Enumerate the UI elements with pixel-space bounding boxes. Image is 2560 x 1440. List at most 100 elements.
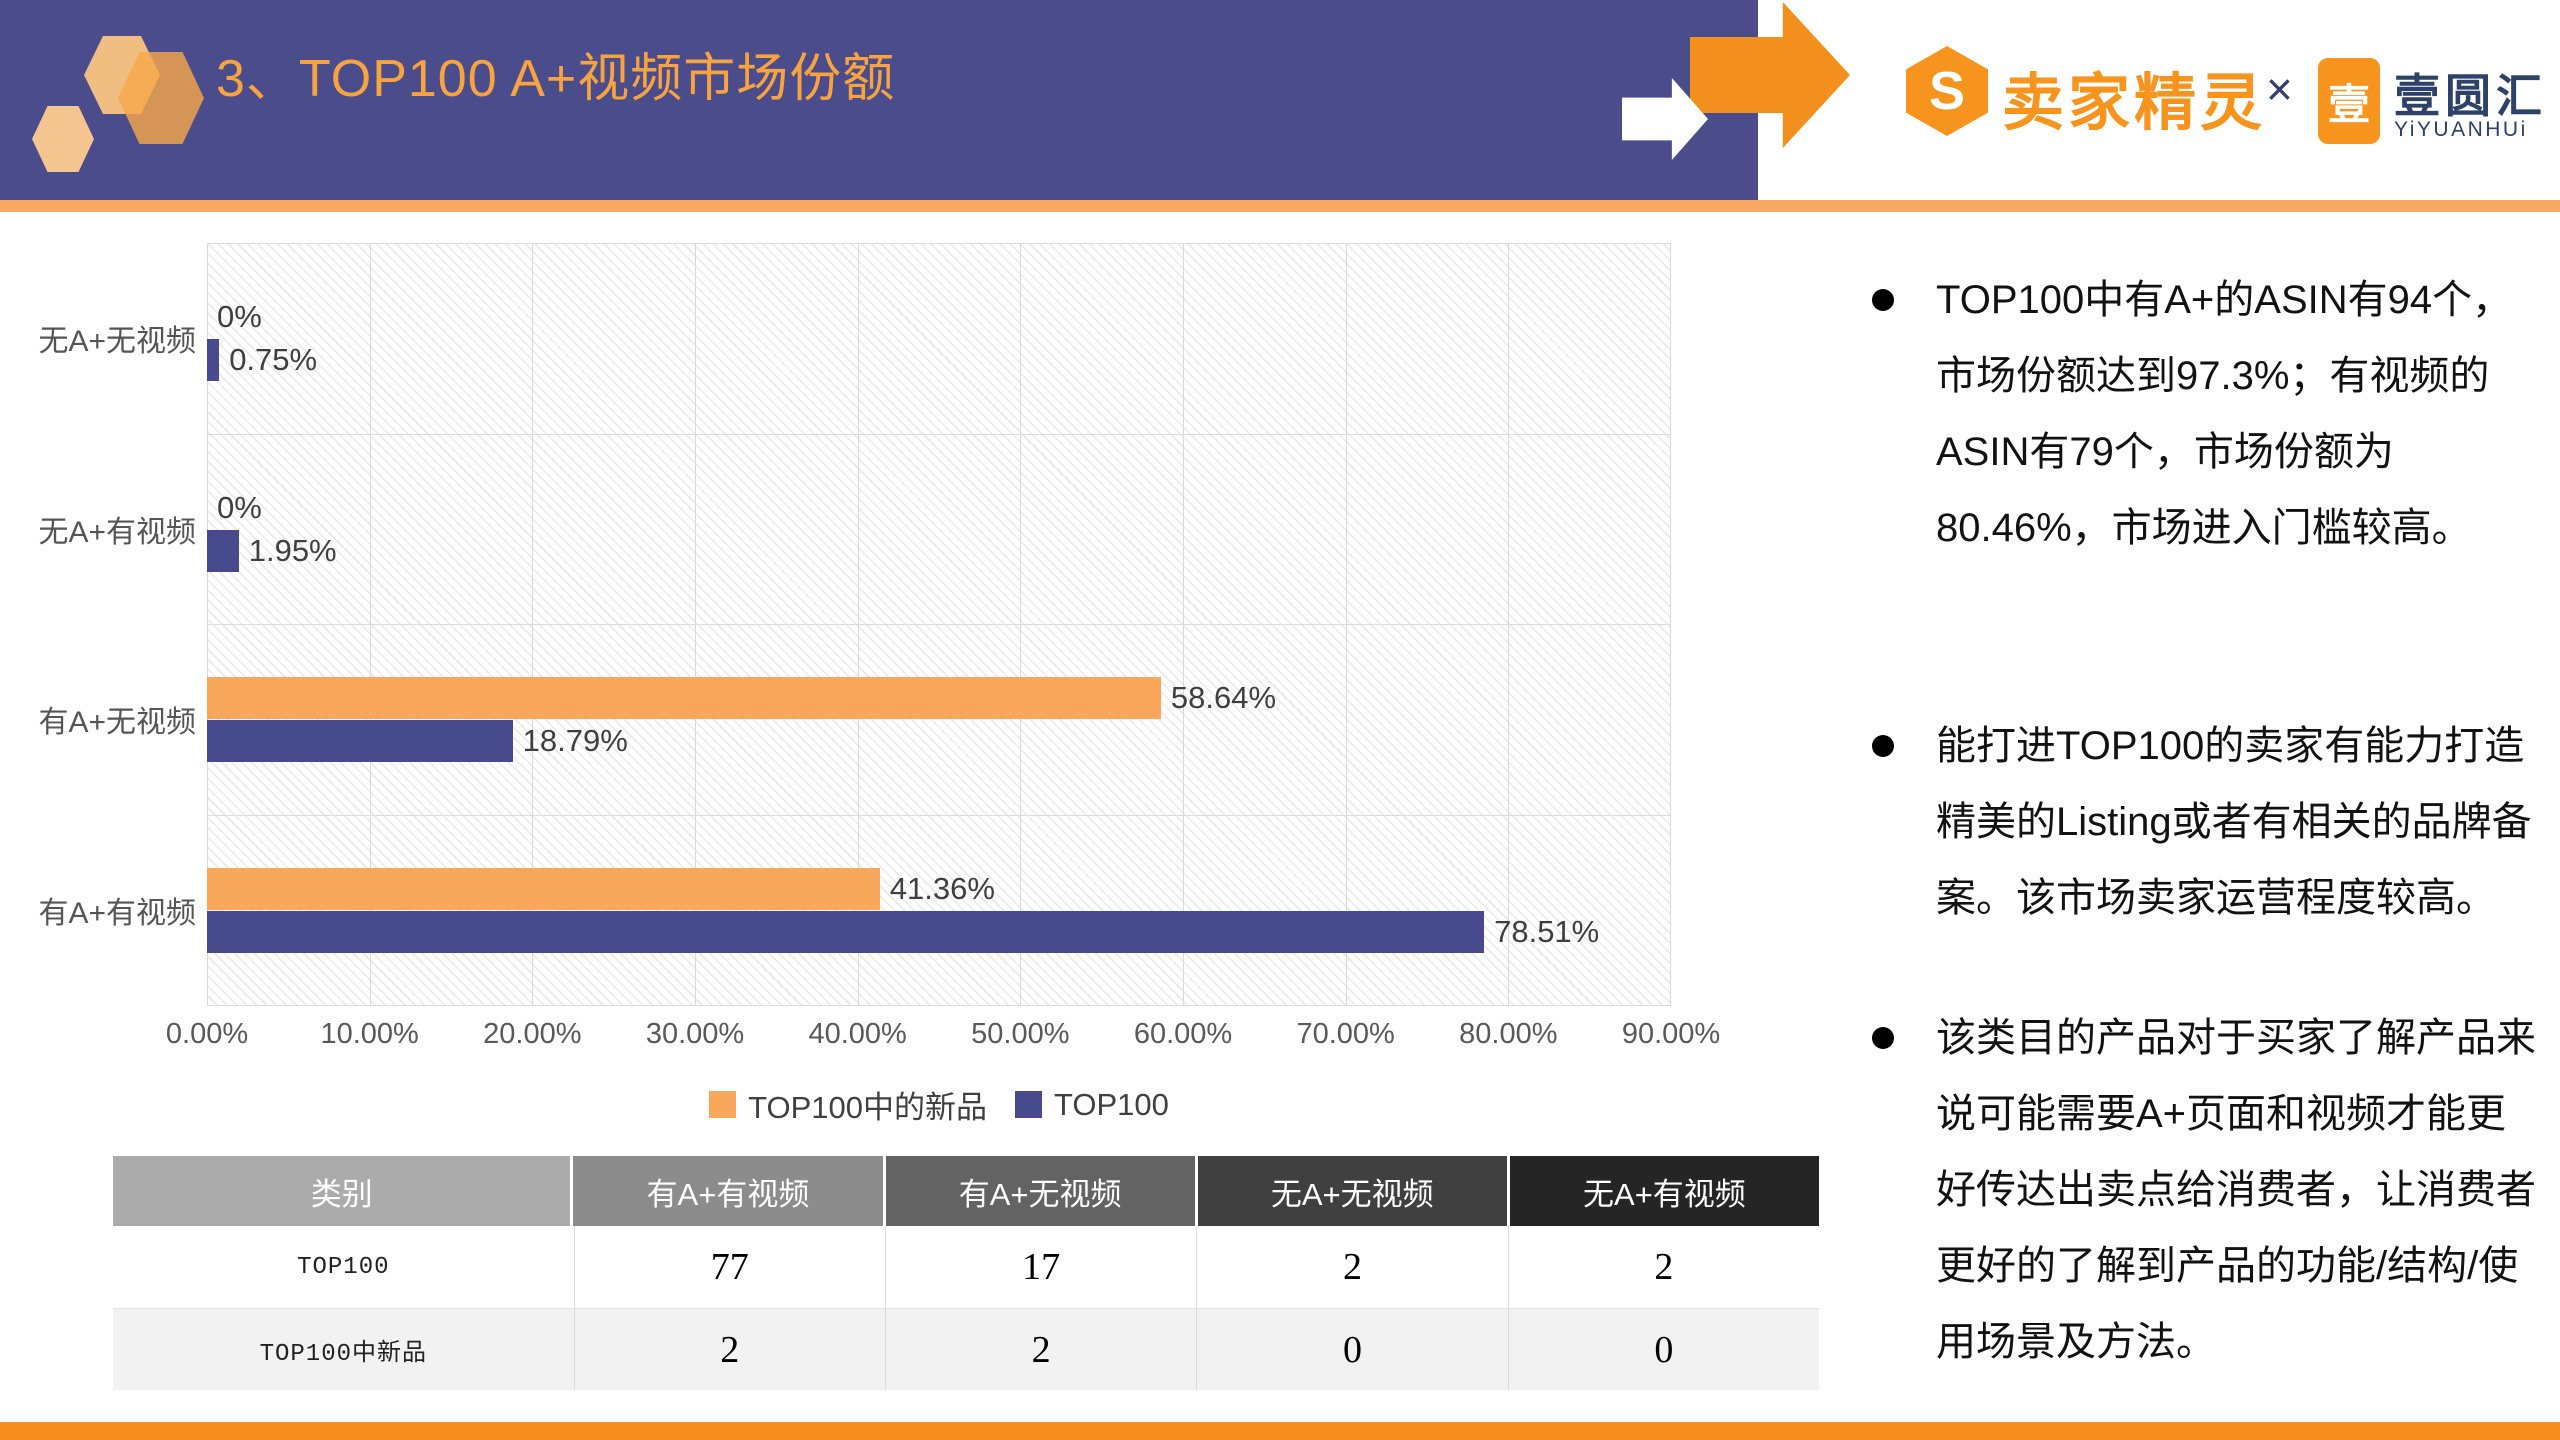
bar-TOP100 <box>207 910 1485 953</box>
bar-pair: 41.36% 78.51% <box>207 816 1671 1006</box>
bar-TOP100 <box>207 339 220 382</box>
table-cell: 2 <box>1196 1226 1507 1308</box>
gridline <box>532 244 534 1006</box>
bar-row: 0% <box>207 486 1671 529</box>
table-cell: 2 <box>573 1309 885 1390</box>
bar-value-label: 41.36% <box>889 870 995 906</box>
gridline <box>1020 244 1022 1006</box>
bar-value-label: 1.95% <box>248 532 337 568</box>
gridline <box>857 244 859 1006</box>
bullet-item: 该类目的产品对于买家了解产品来说可能需要A+页面和视频才能更好传达出卖点给消费者… <box>1872 1000 2540 1380</box>
category-label: 无A+有视频 <box>38 515 196 549</box>
bar-value-label: 0.75% <box>229 342 318 378</box>
gridline <box>1670 244 1671 1006</box>
bar-TOP100 <box>207 529 239 572</box>
bar-row: 1.95% <box>207 529 1671 572</box>
x-axis-tick-label: 80.00% <box>1459 1018 1558 1050</box>
legend-item: TOP100 <box>1015 1087 1169 1123</box>
footer-bar <box>0 1422 2560 1440</box>
chart-band: 41.36% 78.51% <box>207 816 1671 1006</box>
bar-row: 0.75% <box>207 339 1671 382</box>
chart-legend: TOP100中的新品 TOP100 <box>207 1082 1671 1127</box>
sellersprite-logo-icon: S <box>1906 46 1988 136</box>
x-axis-tick-label: 0.00% <box>165 1018 249 1050</box>
table-body: TOP100 77 17 2 2 TOP100中新品 2 2 0 0 <box>113 1226 1819 1390</box>
yiyuanhui-logo-icon: 壹 <box>2318 58 2380 144</box>
table-cell: 77 <box>573 1226 885 1308</box>
x-axis-tick-label: 40.00% <box>808 1018 907 1050</box>
bar-row: 0% <box>207 296 1671 339</box>
bar-value-label: 0% <box>217 299 262 335</box>
x-axis: 0.00% 10.00% 20.00% 30.00% 40.00% 50.00% 60.00… <box>166 1018 1720 1060</box>
category-axis: 无A+无视频 无A+有视频 有A+无视频 有A+有视频 <box>14 243 196 1005</box>
table-cell: 0 <box>1507 1309 1819 1390</box>
table-cell: 2 <box>1507 1226 1819 1308</box>
brand-separator-x: × <box>2266 63 2293 115</box>
bar-value-label: 78.51% <box>1494 913 1600 949</box>
table-header-cell: 有A+无视频 <box>885 1156 1195 1226</box>
bar-TOP100中的新品 <box>207 677 1161 720</box>
bullet-icon <box>1872 735 1894 757</box>
chart-band: 58.64% 18.79% <box>207 625 1671 816</box>
legend-swatch-icon <box>709 1091 737 1118</box>
bar-TOP100 <box>207 720 513 763</box>
sellersprite-brand-name: 卖家精灵 <box>2002 69 2267 138</box>
header-accent-line <box>0 200 2560 212</box>
legend-item: TOP100中的新品 <box>709 1082 987 1127</box>
bar-row: 58.64% <box>207 677 1671 720</box>
table-cell: TOP100中新品 <box>259 1340 428 1368</box>
bullet-item: TOP100中有A+的ASIN有94个，市场份额达到97.3%；有视频的ASIN… <box>1872 262 2540 566</box>
x-axis-tick-label: 10.00% <box>320 1018 419 1050</box>
bar-row: 78.51% <box>207 910 1671 953</box>
x-axis-tick-label: 50.00% <box>971 1018 1070 1050</box>
table-cell: TOP100 <box>297 1253 390 1281</box>
bullet-icon <box>1872 1027 1894 1049</box>
table-header-cell: 有A+有视频 <box>573 1156 883 1226</box>
bar-value-label: 18.79% <box>522 723 628 759</box>
gridline <box>369 244 371 1006</box>
category-label: 有A+无视频 <box>38 706 196 740</box>
table-cell: 2 <box>884 1309 1196 1390</box>
legend-label: TOP100中的新品 <box>748 1090 987 1125</box>
bar-value-label: 58.64% <box>1170 680 1277 716</box>
table-header-cell: 类别 <box>113 1156 571 1226</box>
bullet-item: 能打进TOP100的卖家有能力打造精美的Listing或者有相关的品牌备案。该市… <box>1872 708 2540 936</box>
bar-row: 18.79% <box>207 720 1671 763</box>
gridline <box>1508 244 1510 1006</box>
bar-TOP100中的新品 <box>207 867 880 910</box>
yiyuanhui-brand-name: 壹圆汇 <box>2394 70 2547 122</box>
yiyuanhui-logo-letter: 壹 <box>2327 80 2370 128</box>
gridline <box>1345 244 1347 1006</box>
bar-pair: 0% 0.75% <box>207 244 1671 434</box>
x-axis-tick-label: 90.00% <box>1621 1018 1721 1050</box>
category-label: 无A+无视频 <box>38 325 196 359</box>
bar-pair: 0% 1.95% <box>207 435 1671 625</box>
bullet-text: 该类目的产品对于买家了解产品来说可能需要A+页面和视频才能更好传达出卖点给消费者… <box>1936 1016 2536 1364</box>
table-cell: 0 <box>1196 1309 1507 1390</box>
header-band <box>0 0 1758 200</box>
table-row: TOP100 77 17 2 2 <box>113 1226 1819 1308</box>
legend-label: TOP100 <box>1054 1086 1169 1122</box>
bullet-icon <box>1872 289 1894 311</box>
x-axis-tick-label: 30.00% <box>645 1018 745 1050</box>
x-axis-tick-label: 20.00% <box>483 1018 582 1050</box>
yiyuanhui-brand-latin: YiYUANHUi <box>2394 118 2528 141</box>
gridline <box>1182 244 1184 1006</box>
x-axis-tick-label: 60.00% <box>1133 1018 1233 1050</box>
chart-band: 0% 1.95% <box>207 435 1671 625</box>
sellersprite-logo-letter: S <box>1928 61 1966 121</box>
table-header-row: 类别 有A+有视频 有A+无视频 无A+无视频 无A+有视频 <box>113 1156 1819 1226</box>
x-axis-tick-label: 70.00% <box>1296 1018 1395 1050</box>
summary-table: 类别 有A+有视频 有A+无视频 无A+无视频 无A+有视频 TOP100 77 17 2 2 T… <box>113 1156 1819 1390</box>
page-title: 3、TOP100 A+视频市场份额 <box>216 50 896 108</box>
category-label: 有A+有视频 <box>38 896 196 930</box>
table-cell: 17 <box>884 1226 1196 1308</box>
legend-swatch-icon <box>1015 1091 1042 1118</box>
bar-value-label: 0% <box>217 489 262 525</box>
plot-area: 0% 0.75% 0% 1.95% 58.64% 18.79% 41.36% 78.51% <box>207 243 1671 1006</box>
bar-pair: 58.64% 18.79% <box>207 625 1671 815</box>
gridline <box>207 244 208 1006</box>
table-row: TOP100中新品 2 2 0 0 <box>113 1308 1819 1390</box>
gridlines <box>207 244 1671 1006</box>
